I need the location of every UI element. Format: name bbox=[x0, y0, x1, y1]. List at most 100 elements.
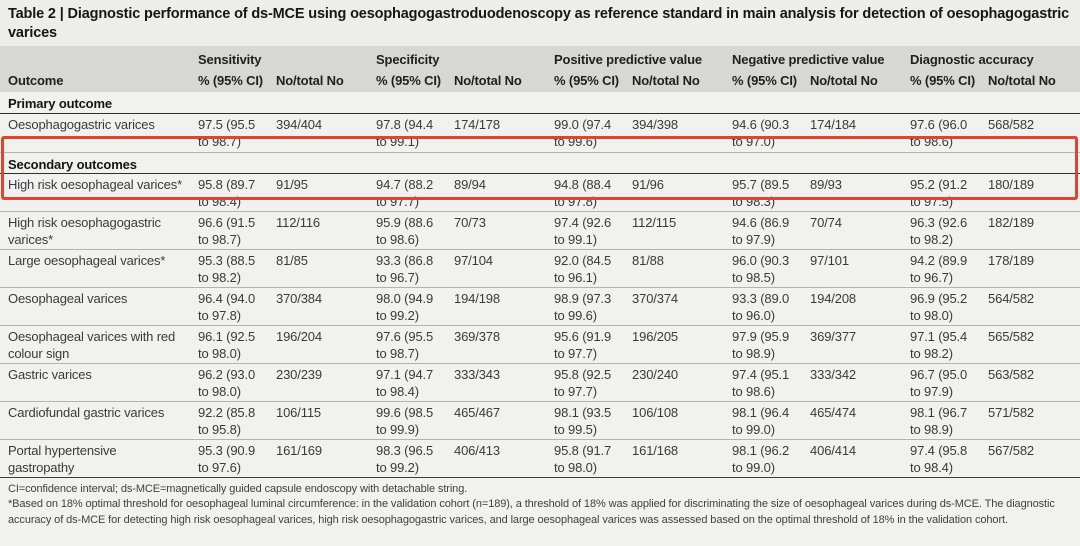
ratio-value-cell: 89/94 bbox=[446, 173, 547, 212]
ratio-value-cell: 194/198 bbox=[446, 287, 547, 326]
section-header-label: Primary outcome bbox=[0, 92, 1080, 114]
ratio-value-cell: 563/582 bbox=[980, 363, 1080, 402]
ratio-value-cell: 161/168 bbox=[624, 439, 725, 478]
ratio-value-cell: 81/88 bbox=[624, 249, 725, 288]
ratio-value-cell: 394/398 bbox=[624, 113, 725, 153]
ratio-value-cell: 230/239 bbox=[268, 363, 369, 402]
group-header-cell: Sensitivity bbox=[190, 46, 369, 68]
header-sub-row: Outcome% (95% CI) No/total No% (95% CI) No… bbox=[0, 68, 1080, 92]
ratio-value-cell: 81/85 bbox=[268, 249, 369, 288]
ratio-value-cell: 465/467 bbox=[446, 401, 547, 440]
ci-header-cell: % (95% CI) bbox=[546, 68, 625, 92]
ratio-value-cell: 567/582 bbox=[980, 439, 1080, 478]
ci-value-cell: 98.1 (93.5 to 99.5) bbox=[546, 401, 625, 440]
outcome-cell: Oesophageal varices bbox=[0, 287, 190, 326]
ci-value-cell: 97.6 (96.0 to 98.6) bbox=[902, 113, 981, 153]
table-wrap: Sensitivity Specificity Positive predictiv… bbox=[0, 46, 1080, 478]
ci-value-cell: 94.6 (90.3 to 97.0) bbox=[724, 113, 803, 153]
ci-value-cell: 98.1 (96.2 to 99.0) bbox=[724, 439, 803, 478]
ci-value-cell: 92.0 (84.5 to 96.1) bbox=[546, 249, 625, 288]
table-row: Oesophagogastric varices 97.5 (95.5 to 98… bbox=[0, 113, 1080, 153]
ci-value-cell: 98.1 (96.7 to 98.9) bbox=[902, 401, 981, 440]
ci-value-cell: 95.2 (91.2 to 97.5) bbox=[902, 173, 981, 212]
ratio-value-cell: 568/582 bbox=[980, 113, 1080, 153]
ratio-value-cell: 369/377 bbox=[802, 325, 903, 364]
ci-value-cell: 97.5 (95.5 to 98.7) bbox=[190, 113, 268, 153]
ratio-value-cell: 97/104 bbox=[446, 249, 547, 288]
table-row: High risk oesophagogastric varices* 96.6 … bbox=[0, 211, 1080, 250]
ratio-value-cell: 106/115 bbox=[268, 401, 369, 440]
ratio-value-cell: 70/74 bbox=[802, 211, 903, 250]
outcome-cell: Oesophagogastric varices bbox=[0, 113, 190, 153]
table-row: Oesophageal varices 96.4 (94.0 to 97.8) 37… bbox=[0, 287, 1080, 326]
ci-header-cell: % (95% CI) bbox=[724, 68, 803, 92]
ci-value-cell: 95.3 (88.5 to 98.2) bbox=[190, 249, 268, 288]
ci-value-cell: 94.6 (86.9 to 97.9) bbox=[724, 211, 803, 250]
ci-value-cell: 98.0 (94.9 to 99.2) bbox=[368, 287, 447, 326]
ci-value-cell: 97.4 (95.8 to 98.4) bbox=[902, 439, 981, 478]
ratio-value-cell: 370/374 bbox=[624, 287, 725, 326]
ci-header-cell: % (95% CI) bbox=[368, 68, 447, 92]
section-header-label: Secondary outcomes bbox=[0, 152, 1080, 174]
ratio-value-cell: 196/205 bbox=[624, 325, 725, 364]
ratio-value-cell: 333/343 bbox=[446, 363, 547, 402]
group-header-cell: Diagnostic accuracy bbox=[902, 46, 1080, 68]
outcome-cell: Large oesophageal varices* bbox=[0, 249, 190, 288]
ratio-value-cell: 70/73 bbox=[446, 211, 547, 250]
ratio-value-cell: 112/115 bbox=[624, 211, 725, 250]
ratio-value-cell: 174/184 bbox=[802, 113, 903, 153]
group-header-cell: Positive predictive value bbox=[546, 46, 725, 68]
table-body: Primary outcome Oesophagogastric varices 9… bbox=[0, 92, 1080, 478]
table-row: Portal hypertensive gastropathy 95.3 (90.… bbox=[0, 439, 1080, 478]
ratio-value-cell: 571/582 bbox=[980, 401, 1080, 440]
ci-value-cell: 99.6 (98.5 to 99.9) bbox=[368, 401, 447, 440]
ci-value-cell: 97.4 (95.1 to 98.6) bbox=[724, 363, 803, 402]
outcome-cell: Oesophageal varices with red colour sign bbox=[0, 325, 190, 364]
ci-value-cell: 96.1 (92.5 to 98.0) bbox=[190, 325, 268, 364]
ratio-value-cell: 333/342 bbox=[802, 363, 903, 402]
outcome-cell: Gastric varices bbox=[0, 363, 190, 402]
ratio-value-cell: 182/189 bbox=[980, 211, 1080, 250]
ci-value-cell: 97.9 (95.9 to 98.9) bbox=[724, 325, 803, 364]
ratio-value-cell: 180/189 bbox=[980, 173, 1080, 212]
ratio-value-cell: 91/96 bbox=[624, 173, 725, 212]
ci-header-cell: % (95% CI) bbox=[902, 68, 981, 92]
ci-value-cell: 98.3 (96.5 to 99.2) bbox=[368, 439, 447, 478]
ratio-value-cell: 230/240 bbox=[624, 363, 725, 402]
ratio-value-cell: 565/582 bbox=[980, 325, 1080, 364]
ci-value-cell: 95.8 (92.5 to 97.7) bbox=[546, 363, 625, 402]
ci-value-cell: 96.0 (90.3 to 98.5) bbox=[724, 249, 803, 288]
ci-value-cell: 95.3 (90.9 to 97.6) bbox=[190, 439, 268, 478]
ci-value-cell: 97.8 (94.4 to 99.1) bbox=[368, 113, 447, 153]
table-header: Sensitivity Specificity Positive predictiv… bbox=[0, 46, 1080, 92]
ratio-value-cell: 161/169 bbox=[268, 439, 369, 478]
ratio-value-cell: 174/178 bbox=[446, 113, 547, 153]
outcome-cell: Cardiofundal gastric varices bbox=[0, 401, 190, 440]
section-header-row: Primary outcome bbox=[0, 92, 1080, 114]
ci-value-cell: 97.4 (92.6 to 99.1) bbox=[546, 211, 625, 250]
outcome-cell: Portal hypertensive gastropathy bbox=[0, 439, 190, 478]
ci-value-cell: 93.3 (86.8 to 96.7) bbox=[368, 249, 447, 288]
ci-value-cell: 97.1 (95.4 to 98.2) bbox=[902, 325, 981, 364]
outcome-cell: High risk oesophagogastric varices* bbox=[0, 211, 190, 250]
ratio-value-cell: 406/414 bbox=[802, 439, 903, 478]
group-header-cell: Specificity bbox=[368, 46, 547, 68]
ratio-value-cell: 394/404 bbox=[268, 113, 369, 153]
ci-value-cell: 95.8 (89.7 to 98.4) bbox=[190, 173, 268, 212]
ratio-value-cell: 91/95 bbox=[268, 173, 369, 212]
ci-value-cell: 95.6 (91.9 to 97.7) bbox=[546, 325, 625, 364]
ratio-value-cell: 406/413 bbox=[446, 439, 547, 478]
ci-value-cell: 96.4 (94.0 to 97.8) bbox=[190, 287, 268, 326]
ratio-value-cell: 465/474 bbox=[802, 401, 903, 440]
ci-value-cell: 97.1 (94.7 to 98.4) bbox=[368, 363, 447, 402]
header-group-row: Sensitivity Specificity Positive predictiv… bbox=[0, 46, 1080, 68]
ci-value-cell: 97.6 (95.5 to 98.7) bbox=[368, 325, 447, 364]
ci-value-cell: 92.2 (85.8 to 95.8) bbox=[190, 401, 268, 440]
ci-value-cell: 98.1 (96.4 to 99.0) bbox=[724, 401, 803, 440]
ci-value-cell: 94.7 (88.2 to 97.7) bbox=[368, 173, 447, 212]
ratio-header-cell: No/total No bbox=[980, 68, 1080, 92]
table-row: Oesophageal varices with red colour sign… bbox=[0, 325, 1080, 364]
section-header-row: Secondary outcomes bbox=[0, 152, 1080, 174]
header-corner-cell bbox=[0, 46, 190, 68]
